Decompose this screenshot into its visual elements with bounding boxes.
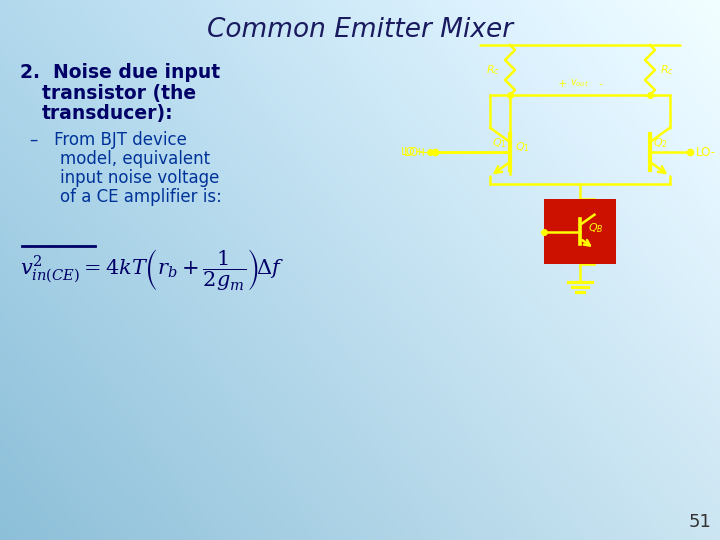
Text: model, equivalent: model, equivalent: [60, 150, 210, 168]
Text: $v^2_{in(CE)} = 4kT\left(r_b + \dfrac{1}{2g_m}\right)\!\Delta f$: $v^2_{in(CE)} = 4kT\left(r_b + \dfrac{1}…: [20, 247, 284, 293]
Text: Common Emitter Mixer: Common Emitter Mixer: [207, 17, 513, 43]
Text: of a CE amplifier is:: of a CE amplifier is:: [60, 188, 222, 206]
Text: $v_{out}$: $v_{out}$: [570, 77, 590, 89]
Bar: [544, 199, 616, 264]
Text: transducer):: transducer):: [42, 105, 174, 124]
Text: LO-: LO-: [696, 145, 716, 159]
Text: LO+: LO+: [401, 147, 425, 157]
Text: -: -: [598, 79, 602, 89]
Text: $Q_2$: $Q_2$: [653, 136, 668, 150]
Text: $Q_1$: $Q_1$: [515, 140, 530, 154]
Text: 51: 51: [688, 513, 711, 531]
Text: transistor (the: transistor (the: [42, 84, 196, 103]
Text: $R_c$: $R_c$: [660, 63, 674, 77]
Text: –   From BJT device: – From BJT device: [30, 131, 187, 149]
Text: $Q_B$: $Q_B$: [588, 221, 603, 234]
Text: $R_c$: $R_c$: [486, 63, 500, 77]
Text: +: +: [557, 79, 567, 89]
Text: 2.  Noise due input: 2. Noise due input: [20, 63, 220, 82]
Text: $Q_1$: $Q_1$: [492, 136, 507, 150]
Text: LO+: LO+: [404, 145, 429, 159]
Text: input noise voltage: input noise voltage: [60, 169, 220, 187]
